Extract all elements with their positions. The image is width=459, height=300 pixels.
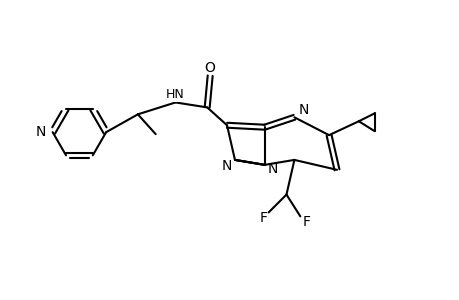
Text: O: O [204,61,215,75]
Text: F: F [259,212,267,225]
Text: N: N [35,125,45,139]
Text: N: N [298,103,308,117]
Text: F: F [302,215,310,229]
Text: N: N [267,162,277,176]
Text: N: N [221,159,232,173]
Text: HN: HN [166,88,185,101]
